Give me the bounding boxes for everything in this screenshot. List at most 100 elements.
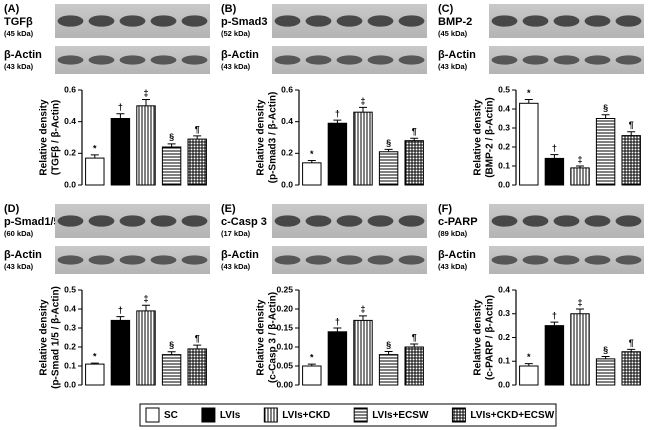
legend-label: LVIs+CKD bbox=[282, 410, 330, 421]
y-tick-label: 0.3 bbox=[498, 122, 510, 132]
legend-swatch bbox=[353, 407, 368, 423]
blot-band bbox=[181, 55, 208, 65]
error-bar bbox=[576, 308, 584, 314]
blot-band bbox=[181, 255, 208, 265]
legend-label: LVIs bbox=[220, 410, 241, 421]
blot-band bbox=[491, 15, 518, 27]
significance-mark: ‡ bbox=[360, 96, 365, 106]
blot-label: c-PARP bbox=[438, 216, 478, 228]
y-tick-label: 0.0 bbox=[64, 379, 76, 389]
blot-band bbox=[553, 15, 580, 27]
actin-kda: (43 kDa) bbox=[438, 262, 468, 271]
error-bar bbox=[576, 165, 584, 168]
legend-swatch bbox=[263, 407, 278, 423]
y-tick-label: 0.0 bbox=[64, 179, 76, 189]
y-axis-subtitle: (p-Smad 1/5 / β-Actin) bbox=[51, 286, 62, 389]
blot-band bbox=[367, 255, 394, 265]
significance-mark: ‡ bbox=[577, 154, 582, 164]
significance-mark: * bbox=[527, 352, 531, 362]
y-axis-title: Relative density bbox=[473, 99, 484, 176]
blot-band bbox=[584, 255, 611, 265]
error-bar bbox=[193, 135, 202, 140]
blot-band bbox=[119, 215, 146, 227]
blot-band bbox=[615, 55, 642, 65]
error-bar bbox=[116, 316, 125, 321]
legend-label: LVIs+ECSW bbox=[372, 410, 429, 421]
y-tick-label: 0.0 bbox=[281, 179, 293, 189]
legend-swatch bbox=[451, 407, 466, 423]
error-bar bbox=[142, 304, 150, 311]
actin-kda: (43 kDa) bbox=[4, 262, 34, 271]
blot-band bbox=[491, 215, 518, 227]
error-bar bbox=[167, 143, 176, 147]
blot-band bbox=[398, 215, 425, 227]
error-bar bbox=[601, 356, 610, 359]
significance-mark: † bbox=[552, 143, 557, 153]
blot-band bbox=[398, 255, 425, 265]
bar bbox=[544, 325, 565, 386]
bar bbox=[378, 354, 399, 386]
significance-mark: * bbox=[310, 352, 314, 362]
actin-kda: (43 kDa) bbox=[4, 62, 34, 71]
error-bar bbox=[307, 159, 316, 163]
significance-mark: ‡ bbox=[143, 88, 148, 98]
error-bar bbox=[384, 148, 393, 152]
y-tick-label: 0.4 bbox=[64, 116, 76, 126]
error-bar bbox=[410, 343, 419, 347]
blot-band bbox=[119, 55, 146, 65]
y-tick-label: 0.05 bbox=[276, 360, 293, 370]
significance-mark: § bbox=[386, 340, 391, 350]
error-bar bbox=[410, 137, 419, 141]
significance-mark: ‡ bbox=[360, 304, 365, 314]
significance-mark: * bbox=[93, 352, 97, 362]
blot-label: BMP-2 bbox=[438, 16, 472, 28]
bar bbox=[85, 157, 105, 186]
blot-band bbox=[584, 15, 611, 27]
blot-band bbox=[367, 15, 394, 27]
y-axis-subtitle: (c-Casp 3 / β-Actin) bbox=[268, 292, 279, 383]
bar bbox=[404, 140, 424, 186]
blot-band bbox=[305, 255, 332, 265]
error-bar bbox=[142, 99, 150, 106]
blot-band bbox=[274, 215, 301, 227]
bar bbox=[519, 102, 539, 186]
panel-label: (B) bbox=[221, 3, 237, 15]
significance-mark: ‡ bbox=[577, 297, 582, 307]
actin-kda: (43 kDa) bbox=[438, 62, 468, 71]
actin-kda: (43 kDa) bbox=[221, 262, 251, 271]
bar bbox=[327, 122, 348, 186]
blot-band bbox=[491, 255, 518, 265]
y-tick-label: 0.5 bbox=[64, 284, 76, 294]
y-tick-label: 0.2 bbox=[498, 332, 510, 342]
significance-mark: * bbox=[310, 149, 314, 159]
panel-label: (A) bbox=[4, 3, 20, 15]
significance-mark: § bbox=[169, 132, 174, 142]
blot-band bbox=[522, 15, 549, 27]
blot-band bbox=[615, 15, 642, 27]
blot-band bbox=[181, 215, 208, 227]
error-bar bbox=[550, 154, 559, 159]
blot-band bbox=[57, 15, 84, 27]
significance-mark: ¶ bbox=[195, 124, 200, 134]
error-bar bbox=[524, 363, 533, 366]
y-tick-label: 0.4 bbox=[64, 303, 76, 313]
y-tick-label: 0.1 bbox=[498, 160, 510, 170]
y-tick-label: 0.1 bbox=[64, 360, 76, 370]
blot-band bbox=[274, 55, 301, 65]
significance-mark: * bbox=[527, 88, 531, 98]
y-tick-label: 0.0 bbox=[498, 379, 510, 389]
significance-mark: † bbox=[335, 316, 340, 326]
blot-band bbox=[615, 255, 642, 265]
y-axis-subtitle: (p-Smad3 / β-Actin) bbox=[268, 92, 279, 184]
bar bbox=[570, 167, 590, 186]
blot-band bbox=[181, 15, 208, 27]
actin-label: β-Actin bbox=[438, 249, 476, 261]
bar bbox=[404, 346, 424, 386]
blot-band bbox=[367, 55, 394, 65]
bar bbox=[136, 310, 156, 386]
bar bbox=[110, 319, 131, 386]
bar bbox=[570, 313, 590, 386]
blot-kda: (45 kDa) bbox=[438, 29, 468, 38]
bar bbox=[161, 354, 182, 386]
error-bar bbox=[601, 114, 610, 119]
